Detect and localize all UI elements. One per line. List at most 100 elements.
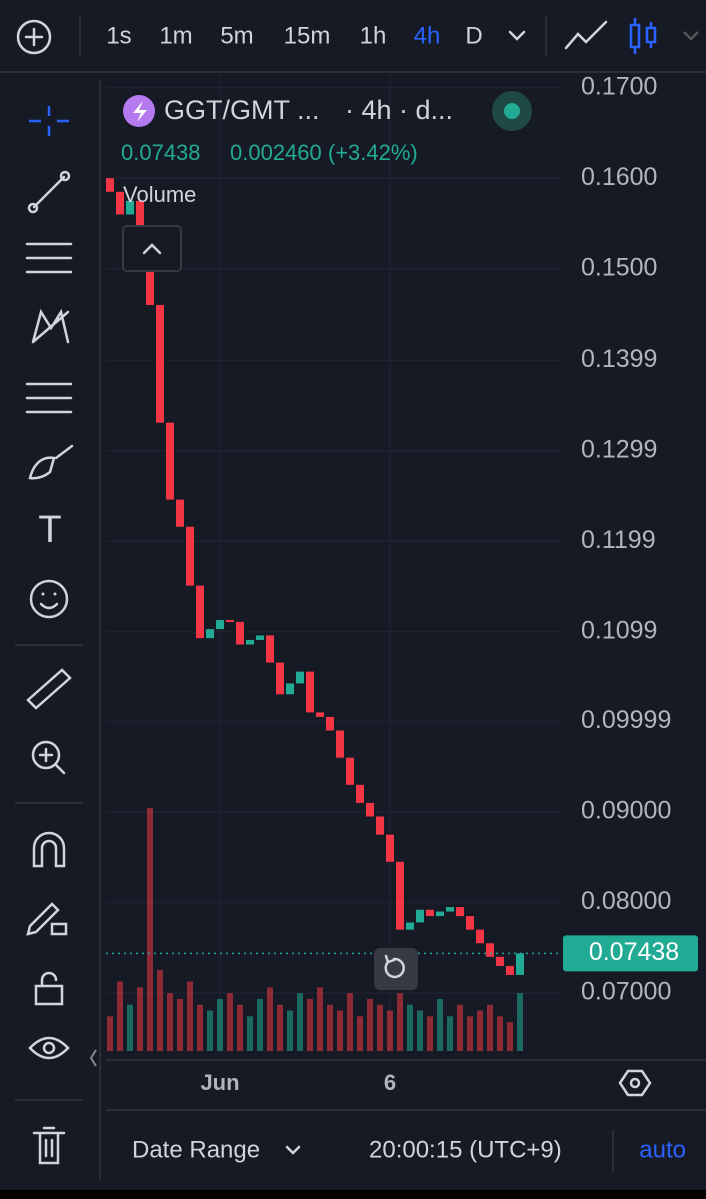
y-tick-label: 0.1700 [581,72,657,100]
lock-tool[interactable] [34,971,64,1006]
y-tick-label: 0.1099 [581,616,657,644]
chart-menu[interactable] [683,31,699,41]
candle [446,907,454,912]
ruler-tool[interactable] [26,668,72,710]
volume-bar [257,998,263,1051]
volume-bar [337,1010,343,1051]
candle [416,909,424,923]
collapse-toolbar[interactable] [89,1049,97,1067]
last-price-tag [563,935,698,972]
volume-bar [147,808,153,1051]
candle [266,635,274,663]
candle [196,585,204,639]
crosshair-tool[interactable] [29,106,69,136]
volume-bar [347,993,353,1051]
fib-tool[interactable] [25,242,73,274]
candle [496,956,504,966]
interval-label: · 4h · d... [345,95,453,125]
candle [296,671,304,684]
volume-bar [167,993,173,1051]
pattern-tool[interactable] [31,308,70,344]
volume-bar [307,998,313,1051]
candle [506,965,514,975]
settings-button[interactable] [618,1069,652,1097]
candle [246,639,254,645]
volume-bar [427,1016,433,1051]
candle [326,716,334,731]
volume-bar [277,1004,283,1051]
volume-bar [447,1016,453,1051]
trend-line-tool[interactable] [27,170,71,214]
interval-button[interactable]: D [465,22,482,49]
volume-bar [107,1016,113,1051]
interval-button[interactable]: 1m [159,22,192,49]
volume-bar [237,1004,243,1051]
volume-bar [437,998,443,1051]
delete-tool[interactable] [32,1126,66,1165]
add-button[interactable] [16,19,52,55]
volume-bar [517,993,523,1051]
interval-button[interactable]: 5m [220,22,253,49]
interval-button[interactable]: 1h [360,22,387,49]
line-chart-button[interactable] [564,20,608,50]
volume-bar [127,1004,133,1051]
date-range-button[interactable]: Date Range [132,1136,260,1163]
symbol[interactable]: GGT/GMT ... [164,95,320,125]
volume-bar [287,1010,293,1051]
forecast-tool[interactable] [25,382,73,414]
reset-button[interactable] [374,948,418,990]
volume-bar [297,993,303,1051]
candle [466,916,474,930]
candle [306,671,314,713]
volume-bar [477,1010,483,1051]
x-tick-label: 6 [384,1070,396,1095]
candle [366,802,374,817]
candle [356,784,364,803]
volume-bar [387,1010,393,1051]
candle [516,953,524,975]
interval-menu[interactable] [508,30,526,41]
candle [486,943,494,957]
interval-button[interactable]: 1s [106,22,131,49]
last-value: 0.07438 [121,140,201,165]
candle [286,683,294,695]
y-tick-label: 0.09000 [581,797,671,825]
zoom-tool[interactable] [31,740,66,775]
symbol-icon-glyph [133,101,147,122]
candle [166,422,174,500]
auto-scale-button[interactable]: auto [639,1136,686,1163]
volume-bar [507,1022,513,1051]
candle [106,178,114,192]
emoji-tool[interactable] [29,579,69,619]
candle [396,861,404,930]
candle [126,200,134,215]
volume-bar [207,1010,213,1051]
candle-chart-button[interactable] [629,18,657,54]
volume-bar [247,1016,253,1051]
y-tick-label: 0.08000 [581,887,671,915]
candle [376,816,384,835]
volume-bar [157,970,163,1051]
candle [136,200,144,233]
candle [426,909,434,917]
collapse-legend[interactable] [122,225,182,272]
candle [226,620,234,623]
volume-label: Volume [123,182,196,207]
lock-drawing-tool[interactable] [26,902,68,936]
text-tool[interactable]: T [38,509,61,551]
candle [216,620,224,630]
visibility-tool[interactable] [28,1036,70,1060]
volume-bar [497,1016,503,1051]
y-tick-label: 0.1199 [581,526,656,554]
volume-bar [417,1010,423,1051]
volume-bar [227,993,233,1051]
volume-bar [377,1004,383,1051]
interval-button[interactable]: 4h [414,22,441,49]
magnet-tool[interactable] [32,831,66,868]
interval-button[interactable]: 15m [284,22,331,49]
date-range-menu[interactable] [285,1145,301,1155]
clock: 20:00:15 (UTC+9) [369,1136,562,1163]
brush-tool[interactable] [28,444,74,480]
candle [456,907,464,917]
